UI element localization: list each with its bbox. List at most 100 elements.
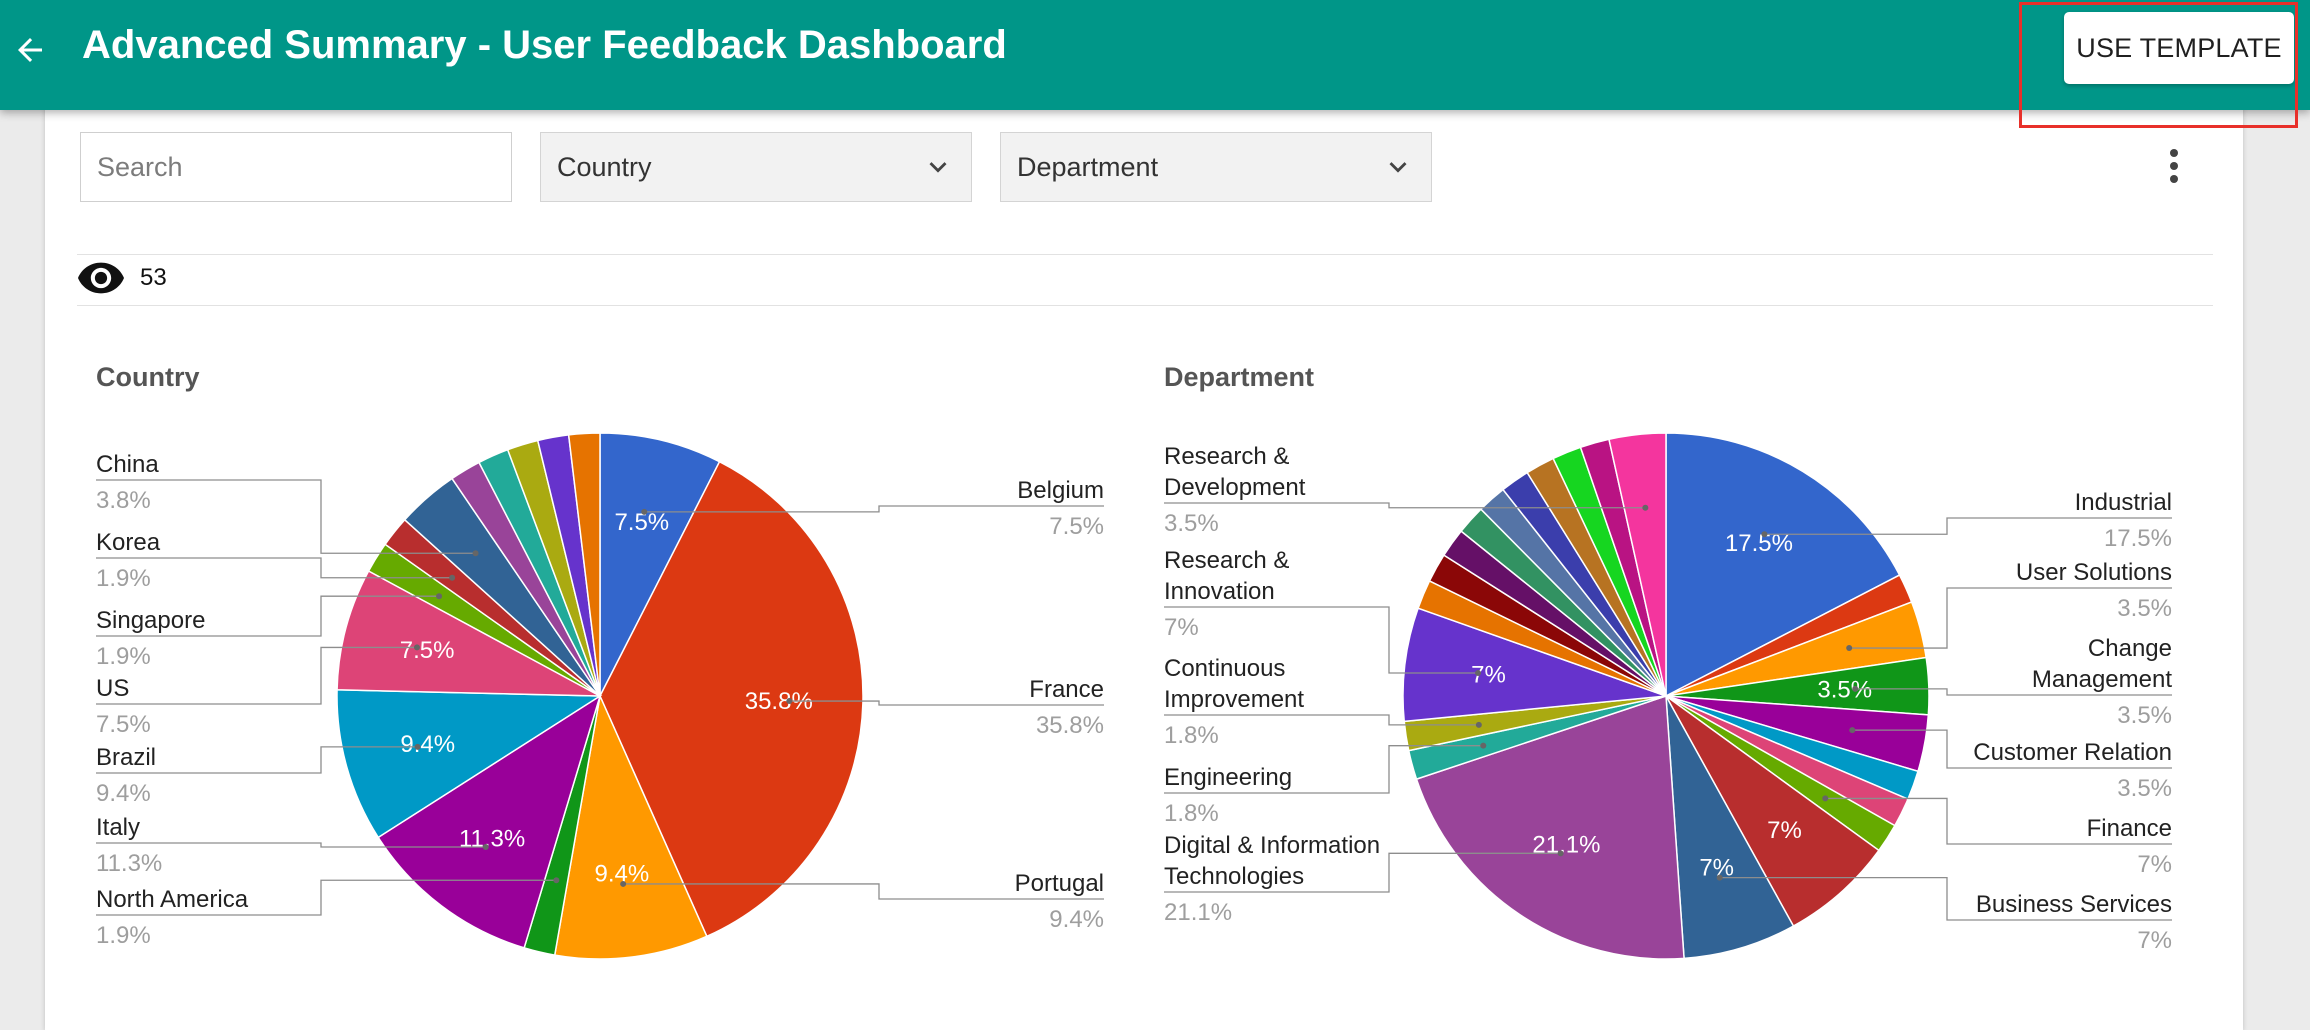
legend-label: Research & — [1164, 547, 1289, 574]
legend-leader-line — [96, 595, 440, 637]
legend-leader-line — [96, 557, 453, 579]
legend-leader-dot — [786, 698, 793, 705]
legend-value: 3.5% — [1164, 510, 1219, 537]
legend-leader-dot — [1475, 721, 1482, 728]
legend-value: 9.4% — [1049, 906, 1104, 933]
legend-leader-line — [1719, 876, 2172, 921]
slice-percent-label: 7.5% — [614, 509, 669, 536]
legend-leader-line — [1164, 606, 1479, 674]
legend-leader-dot — [1480, 742, 1487, 749]
legend-label: Technologies — [1164, 863, 1304, 890]
legend-value: 7.5% — [96, 711, 151, 738]
search-input[interactable] — [80, 132, 512, 202]
legend-label: Finance — [2087, 815, 2172, 842]
legend-leader-line — [1164, 852, 1561, 893]
legend-label: Customer Relation — [1973, 739, 2172, 766]
more-vert-icon — [2170, 149, 2178, 183]
slice-percent-label: 21.1% — [1532, 832, 1600, 859]
pie-slice-brazil[interactable] — [336, 689, 603, 839]
legend-label: Management — [2032, 666, 2172, 693]
legend-label: Continuous — [1164, 655, 1285, 682]
legend-label: Development — [1164, 474, 1306, 501]
country-select[interactable]: Country — [540, 132, 972, 202]
legend-leader-line — [1852, 729, 2172, 769]
app-bar: Advanced Summary - User Feedback Dashboa… — [0, 0, 2310, 110]
page-title: Advanced Summary - User Feedback Dashboa… — [82, 23, 1007, 67]
eye-icon — [78, 262, 124, 294]
legend-leader-dot — [1822, 795, 1829, 802]
legend-leader-line — [1164, 745, 1484, 794]
slice-percent-label: 9.4% — [400, 731, 455, 758]
department-chart-title: Department — [1164, 362, 1315, 392]
legend-label: China — [96, 451, 159, 478]
country-chart-title: Country — [96, 362, 200, 392]
views-indicator: 53 — [78, 262, 167, 294]
legend-label: US — [96, 675, 129, 702]
legend-leader-dot — [436, 593, 443, 600]
legend-value: 35.8% — [1036, 712, 1104, 739]
back-button[interactable] — [0, 20, 60, 80]
legend-leader-dot — [1846, 645, 1853, 652]
more-options-button[interactable] — [2158, 142, 2190, 190]
divider — [77, 305, 2213, 306]
pie-slice-industrial[interactable] — [1665, 432, 1901, 698]
legend-leader-dot — [1557, 850, 1564, 857]
legend-leader-line — [1825, 797, 2172, 845]
use-template-button[interactable]: USE TEMPLATE — [2064, 12, 2294, 84]
legend-value: 17.5% — [2104, 525, 2172, 552]
pie-slice-research-innovation[interactable] — [1402, 607, 1667, 723]
slice-percent-label: 7.5% — [400, 637, 455, 664]
legend-leader-line — [96, 646, 417, 705]
pie-slice-us[interactable] — [336, 569, 601, 697]
legend-leader-dot — [1761, 531, 1768, 538]
legend-label: User Solutions — [2016, 559, 2172, 586]
pie-slice-digital-information-technologies[interactable] — [1415, 694, 1685, 960]
legend-leader-line — [96, 842, 486, 848]
legend-label: Singapore — [96, 607, 205, 634]
legend-leader-line — [1164, 502, 1646, 509]
department-select-label: Department — [1017, 151, 1159, 182]
slice-percent-label: 7% — [1767, 817, 1802, 844]
legend-leader-dot — [1852, 685, 1859, 692]
legend-leader-dot — [1475, 669, 1482, 676]
pie-slice-portugal[interactable] — [553, 693, 708, 960]
legend-leader-dot — [413, 644, 420, 651]
pie-slice-france[interactable] — [599, 460, 864, 938]
legend-value: 3.8% — [96, 487, 151, 514]
pie-slice-italy[interactable] — [377, 694, 602, 949]
legend-value: 11.3% — [96, 850, 162, 877]
legend-label: Research & — [1164, 443, 1289, 470]
legend-leader-dot — [449, 574, 456, 581]
legend-value: 1.9% — [96, 565, 151, 592]
legend-value: 7% — [2137, 927, 2172, 954]
legend-leader-dot — [553, 877, 560, 884]
legend-label: North America — [96, 886, 249, 913]
pie-slice[interactable] — [567, 432, 601, 697]
legend-value: 7.5% — [1049, 513, 1104, 540]
legend-label: Change — [2088, 635, 2172, 662]
legend-value: 1.8% — [1164, 800, 1219, 827]
legend-label: Business Services — [1976, 891, 2172, 918]
pie-slice-research-development[interactable] — [1608, 432, 1667, 697]
pie-slice-business-services[interactable] — [1665, 695, 1795, 960]
legend-leader-dot — [641, 508, 648, 515]
pie-slice[interactable] — [1665, 695, 1880, 928]
legend-value: 9.4% — [96, 780, 151, 807]
legend-leader-dot — [1849, 727, 1856, 734]
legend-value: 3.5% — [2117, 595, 2172, 622]
legend-leader-dot — [414, 743, 421, 750]
legend-label: Innovation — [1164, 578, 1275, 605]
divider — [77, 254, 2213, 255]
country-select-label: Country — [557, 151, 652, 182]
legend-label: Brazil — [96, 744, 156, 771]
slice-percent-label: 3.5% — [1817, 676, 1872, 703]
legend-leader-line — [96, 746, 418, 774]
legend-label: France — [1029, 676, 1104, 703]
department-select[interactable]: Department — [1000, 132, 1432, 202]
legend-value: 1.8% — [1164, 722, 1219, 749]
pie-slice-belgium[interactable] — [599, 432, 721, 697]
legend-leader-line — [96, 479, 476, 554]
legend-leader-dot — [472, 550, 479, 557]
